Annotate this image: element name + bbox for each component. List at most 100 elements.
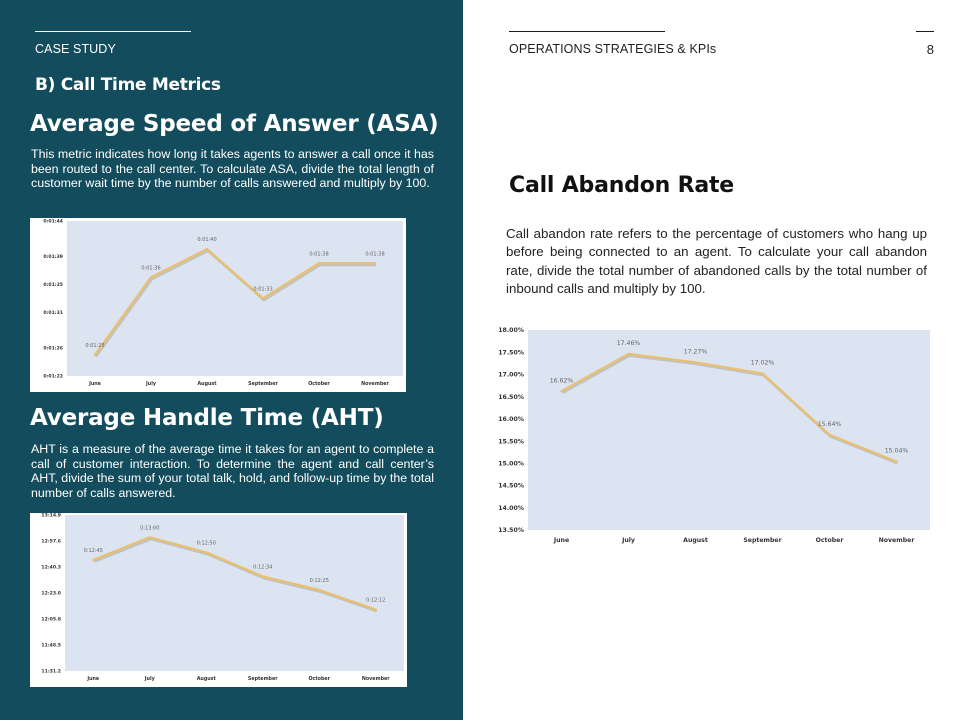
car-x-tick-label: June	[553, 537, 569, 544]
aht-data-label: 0:12:45	[84, 548, 103, 554]
aht-data-label: 0:12:50	[197, 540, 216, 546]
car-data-label: 16.62%	[550, 377, 574, 384]
asa-data-label: 0:01:33	[253, 287, 272, 293]
asa-plot-area	[67, 221, 403, 376]
car-series-line	[560, 352, 898, 463]
aht-data-label: 0:12:25	[310, 578, 329, 584]
aht-x-tick-label: July	[144, 676, 156, 682]
asa-data-label: 0:01:36	[141, 265, 160, 271]
car-data-point	[828, 433, 831, 436]
car-y-tick-label: 14.00%	[498, 505, 524, 512]
asa-y-tick-label: 0:01:22	[43, 374, 63, 380]
asa-data-point	[318, 262, 320, 265]
aht-y-tick-label: 12:05.8	[41, 617, 61, 623]
asa-data-point	[374, 262, 376, 265]
aht-x-tick-label: June	[86, 676, 100, 682]
car-body: Call abandon rate refers to the percenta…	[506, 226, 927, 297]
asa-data-label: 0:01:38	[365, 251, 384, 257]
aht-x-tick-label: November	[362, 676, 390, 682]
aht-series-line	[92, 536, 377, 611]
car-x-tick-label: September	[743, 537, 782, 544]
aht-data-label: 0:13:00	[140, 525, 159, 531]
car-y-tick-label: 15.00%	[498, 461, 524, 468]
aht-chart-svg: 11:31.2 11:48.5 12:05.8 12:23.0 12:40.3 12:57…	[41, 513, 404, 682]
aht-y-tick-label: 12:23.0	[41, 591, 61, 597]
car-plot-area	[528, 330, 930, 530]
asa-y-tick-label: 0:01:35	[43, 282, 63, 288]
car-y-tick-label: 16.50%	[498, 394, 524, 401]
left-header-rule	[35, 31, 191, 32]
left-kicker: CASE STUDY	[35, 42, 116, 56]
car-title: Call Abandon Rate	[509, 173, 735, 198]
asa-data-label: 0:01:38	[309, 251, 328, 257]
asa-data-point	[206, 248, 208, 251]
aht-data-point	[92, 559, 95, 561]
asa-x-tick-label: June	[88, 381, 102, 387]
aht-data-point	[318, 589, 321, 591]
aht-y-tick-label: 12:40.3	[41, 565, 61, 571]
car-y-tick-label: 17.00%	[498, 372, 524, 379]
aht-data-point	[374, 608, 377, 611]
asa-x-tick-label: August	[197, 381, 217, 387]
asa-data-label: 0:01:40	[197, 237, 216, 243]
asa-y-tick-label: 0:01:39	[43, 254, 63, 260]
car-y-tick-label: 14.50%	[498, 483, 524, 490]
aht-data-point	[205, 551, 208, 554]
car-data-point	[560, 390, 563, 393]
asa-data-label: 0:01:25	[85, 343, 104, 349]
asa-chart: 0:01:22 0:01:26 0:01:31 0:01:35 0:01:39 0:01:…	[30, 218, 406, 392]
asa-title: Average Speed of Answer (ASA)	[30, 111, 439, 137]
aht-title: Average Handle Time (AHT)	[30, 405, 384, 431]
aht-x-tick-label: September	[248, 676, 278, 682]
page-number-rule	[916, 31, 934, 32]
asa-x-tick-label: September	[248, 381, 278, 387]
car-data-label: 17.46%	[617, 340, 641, 347]
aht-data-label: 0:12:34	[253, 565, 272, 571]
page-number: 8	[926, 42, 934, 57]
car-data-label: 17.02%	[751, 360, 775, 367]
aht-x-tick-label: October	[308, 676, 330, 682]
asa-x-tick-label: November	[361, 381, 389, 387]
aht-plot-area	[65, 515, 404, 671]
aht-body: AHT is a measure of the average time it …	[31, 442, 434, 500]
car-data-point	[761, 372, 764, 375]
aht-data-point	[148, 536, 151, 539]
car-chart-svg: 13.50% 14.00% 14.50% 15.00% 15.50% 16.00% 16.5…	[498, 327, 930, 544]
aht-data-point	[261, 575, 264, 578]
asa-chart-svg: 0:01:22 0:01:26 0:01:31 0:01:35 0:01:39 0:01:…	[43, 219, 403, 387]
aht-y-tick-label: 13:14.9	[41, 513, 61, 519]
right-header-rule	[509, 31, 665, 32]
car-y-tick-label: 16.00%	[498, 416, 524, 423]
aht-y-tick-label: 11:31.2	[41, 669, 61, 675]
section-label: B) Call Time Metrics	[35, 75, 221, 95]
car-x-tick-label: October	[816, 537, 845, 544]
asa-x-tick-label: July	[145, 381, 157, 387]
car-x-tick-label: August	[683, 537, 708, 544]
aht-y-tick-label: 12:57.6	[41, 539, 61, 545]
asa-data-point	[150, 276, 152, 279]
aht-y-tick-label: 11:48.5	[41, 643, 61, 649]
aht-data-label: 0:12:12	[366, 598, 385, 604]
car-data-label: 15.64%	[818, 421, 842, 428]
car-chart: 13.50% 14.00% 14.50% 15.00% 15.50% 16.00% 16.5…	[494, 322, 932, 548]
car-y-tick-label: 15.50%	[498, 438, 524, 445]
asa-y-tick-label: 0:01:44	[43, 219, 63, 225]
car-x-tick-label: July	[621, 537, 635, 544]
car-y-tick-label: 18.00%	[498, 327, 524, 334]
asa-data-point	[94, 353, 96, 356]
right-kicker: OPERATIONS STRATEGIES & KPIs	[509, 42, 717, 56]
car-x-tick-label: November	[879, 537, 916, 544]
aht-x-tick-label: August	[197, 676, 217, 682]
asa-body: This metric indicates how long it takes …	[31, 147, 434, 191]
car-y-tick-label: 13.50%	[498, 527, 524, 534]
car-data-label: 15.04%	[885, 448, 909, 455]
car-y-tick-label: 17.50%	[498, 349, 524, 356]
asa-data-point	[262, 297, 264, 300]
asa-series-line	[93, 248, 377, 357]
asa-y-tick-label: 0:01:31	[43, 310, 63, 316]
aht-chart: 11:31.2 11:48.5 12:05.8 12:23.0 12:40.3 12:57…	[30, 513, 407, 687]
car-data-point	[694, 361, 697, 364]
asa-x-tick-label: October	[308, 381, 330, 387]
car-data-point	[895, 460, 898, 463]
car-data-point	[627, 353, 630, 355]
